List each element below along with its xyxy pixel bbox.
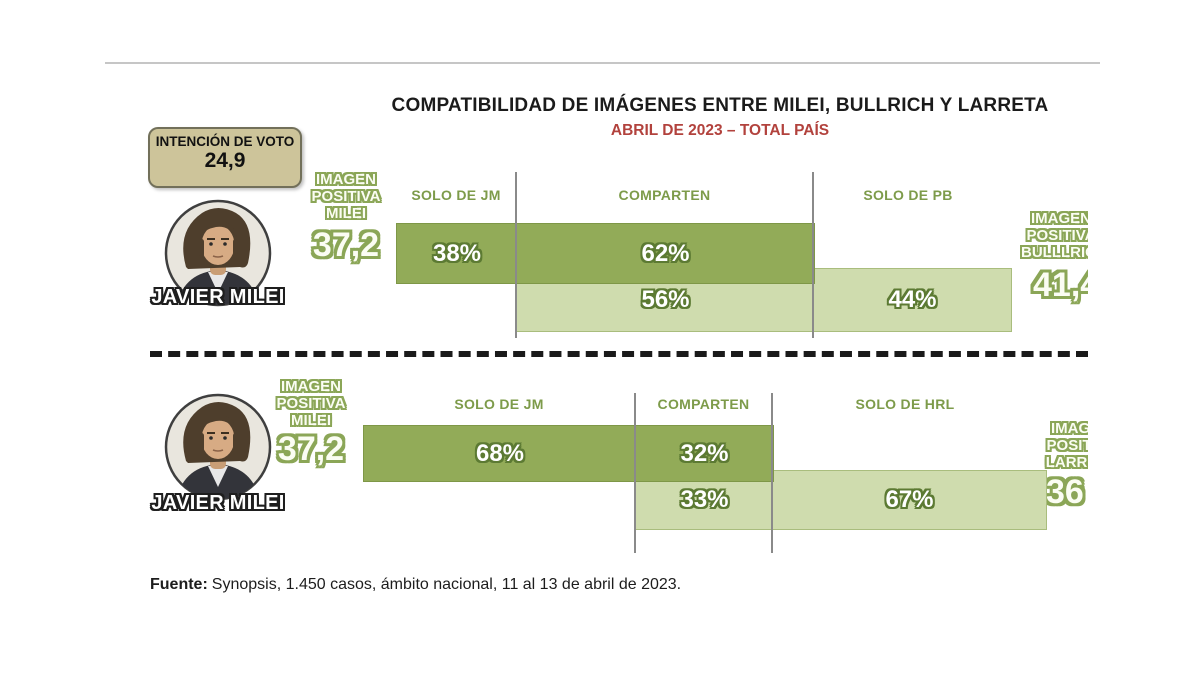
milei-bar: 38% 62% [396,223,815,284]
segment-value: 67% [885,486,934,513]
grid-line [812,172,814,338]
grid-line [515,172,517,338]
milei-bar: 68% 32% [363,425,774,482]
right-metric-value: 36 [1046,473,1084,511]
segment-value: 38% [432,239,482,267]
left-metric-label: IMAGEN POSITIVA MILEI [311,171,381,222]
candidate-name: JAVIER MILEI [151,492,285,514]
bar-segment: 56% [517,269,814,331]
left-metric-value: 37,2 [312,226,380,264]
right-metric-label: IMAGEN POSITIVA BULLLRICH [1021,210,1088,261]
bar-segment: 68% [364,426,636,481]
segment-value: 32% [680,439,729,467]
right-metric-value: 41,4 [1033,266,1088,304]
vote-intention-box: INTENCIÓN DE VOTO 24,9 [148,127,302,188]
grid-line [634,393,636,553]
segment-value: 33% [680,486,729,513]
column-label-solo-pb: SOLO DE PB [863,187,953,203]
candidate-name: JAVIER MILEI [151,286,285,308]
segment-value: 62% [641,239,690,267]
bar-segment: 44% [814,269,1011,331]
bar-segment: 67% [773,471,1046,529]
segment-value: 68% [475,439,525,467]
candidate-photo [164,393,272,501]
bar-segment: 38% [397,224,517,283]
right-metric-label: IMAGEN POSITIVA LARRETA [1045,420,1088,471]
segment-value: 44% [888,286,937,313]
bar-segment: 33% [636,471,773,529]
column-label-solo-jm: SOLO DE JM [454,396,544,412]
column-label-comparten: COMPARTEN [618,187,711,203]
left-metric-label: IMAGEN POSITIVA MILEI [276,378,346,429]
page-title: COMPATIBILIDAD DE IMÁGENES ENTRE MILEI, … [391,95,1049,116]
section-dashed-divider [150,351,1088,357]
source-text: Synopsis, 1.450 casos, ámbito nacional, … [211,576,682,593]
bar-segment: 32% [636,426,773,481]
bar-segment: 62% [517,224,814,283]
left-metric-value: 37,2 [277,430,345,468]
vote-intention-label: INTENCIÓN DE VOTO [155,134,295,149]
source-label: Fuente: [150,576,208,593]
source-note: Fuente: Synopsis, 1.450 casos, ámbito nac… [150,576,910,594]
grid-line [771,393,773,553]
segment-value: 56% [641,286,690,313]
infographic-clip-region: COMPATIBILIDAD DE IMÁGENES ENTRE MILEI, … [148,95,1088,594]
column-label-solo-jm: SOLO DE JM [411,187,501,203]
column-label-comparten: COMPARTEN [657,396,750,412]
column-label-solo-hrl: SOLO DE HRL [855,396,955,412]
vote-intention-value: 24,9 [204,149,246,172]
page-subtitle: ABRIL DE 2023 – TOTAL PAÍS [610,122,830,139]
candidate-photo [164,199,272,307]
top-divider-rule [105,62,1100,64]
